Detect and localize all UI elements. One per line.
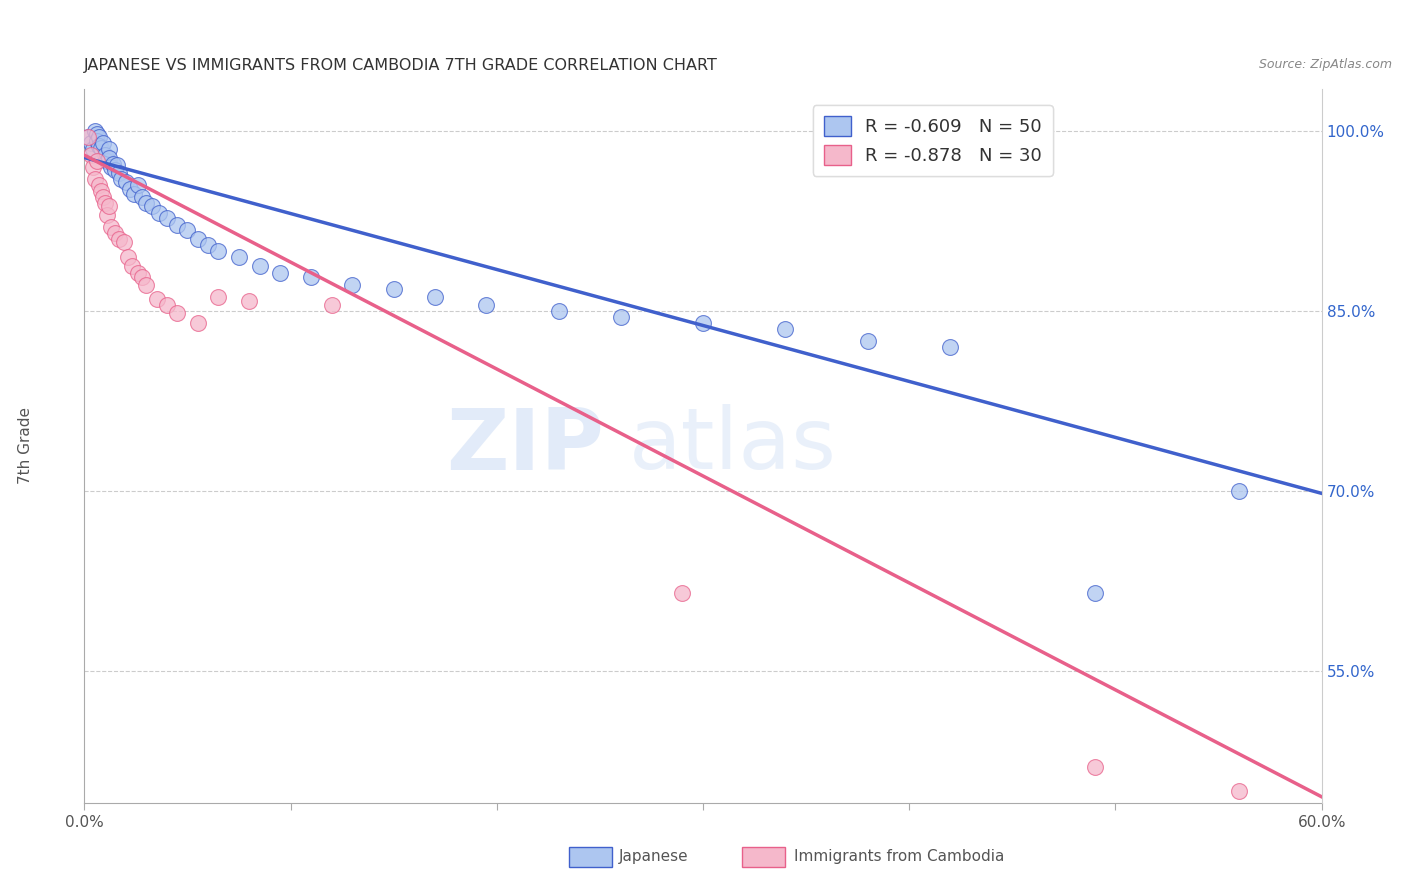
- Text: ZIP: ZIP: [446, 404, 605, 488]
- Point: [98, 151, 121, 165]
- Point: [856, 334, 879, 348]
- Point: [148, 205, 170, 219]
- Point: [110, 172, 132, 186]
- Point: [228, 250, 250, 264]
- Text: atlas: atlas: [628, 404, 837, 488]
- Point: [775, 322, 797, 336]
- Point: [83, 172, 105, 186]
- Point: [127, 266, 149, 280]
- Text: Source: ZipAtlas.com: Source: ZipAtlas.com: [1258, 58, 1392, 71]
- Point: [939, 340, 962, 354]
- Point: [100, 220, 122, 235]
- Point: [86, 134, 108, 148]
- Point: [321, 298, 343, 312]
- Point: [83, 124, 105, 138]
- Point: [77, 130, 100, 145]
- Point: [79, 136, 101, 151]
- Point: [91, 136, 114, 151]
- Point: [103, 156, 125, 170]
- Point: [382, 283, 405, 297]
- Point: [135, 277, 157, 292]
- Point: [122, 186, 145, 201]
- Point: [121, 259, 143, 273]
- Point: [207, 290, 229, 304]
- Point: [207, 244, 229, 259]
- Text: JAPANESE VS IMMIGRANTS FROM CAMBODIA 7TH GRADE CORRELATION CHART: JAPANESE VS IMMIGRANTS FROM CAMBODIA 7TH…: [84, 58, 718, 73]
- Point: [299, 270, 322, 285]
- Point: [108, 166, 131, 180]
- Point: [166, 306, 188, 320]
- Point: [176, 222, 198, 236]
- Point: [145, 292, 167, 306]
- Point: [104, 162, 127, 177]
- Point: [187, 316, 209, 330]
- Legend: R = -0.609   N = 50, R = -0.878   N = 30: R = -0.609 N = 50, R = -0.878 N = 30: [813, 105, 1053, 176]
- Point: [609, 310, 631, 324]
- Point: [692, 316, 714, 330]
- Point: [269, 266, 291, 280]
- Point: [141, 198, 163, 212]
- Point: [187, 232, 209, 246]
- Point: [1227, 784, 1250, 798]
- Point: [117, 250, 139, 264]
- Point: [94, 196, 117, 211]
- Point: [166, 218, 188, 232]
- Point: [96, 154, 118, 169]
- Point: [98, 198, 121, 212]
- Point: [1084, 586, 1107, 600]
- Point: [671, 586, 693, 600]
- Point: [82, 142, 104, 156]
- Point: [114, 175, 136, 189]
- Point: [156, 298, 179, 312]
- Point: [249, 259, 271, 273]
- Point: [127, 178, 149, 193]
- Text: 7th Grade: 7th Grade: [18, 408, 32, 484]
- Point: [342, 277, 364, 292]
- Point: [423, 290, 446, 304]
- Point: [87, 178, 110, 193]
- Point: [238, 294, 260, 309]
- Text: Immigrants from Cambodia: Immigrants from Cambodia: [794, 849, 1005, 863]
- Point: [135, 196, 157, 211]
- Point: [112, 235, 135, 249]
- Point: [91, 190, 114, 204]
- Point: [90, 184, 112, 198]
- Point: [87, 138, 110, 153]
- Point: [82, 160, 104, 174]
- Point: [131, 270, 153, 285]
- Point: [1227, 483, 1250, 498]
- Point: [131, 190, 153, 204]
- Point: [475, 298, 498, 312]
- Point: [104, 226, 127, 240]
- Point: [108, 232, 131, 246]
- Point: [98, 142, 121, 156]
- Point: [96, 208, 118, 222]
- Point: [79, 148, 101, 162]
- Point: [90, 141, 112, 155]
- Point: [1084, 760, 1107, 774]
- Point: [105, 158, 128, 172]
- Point: [547, 304, 569, 318]
- Point: [197, 238, 219, 252]
- Point: [156, 211, 179, 225]
- Point: [100, 160, 122, 174]
- Text: Japanese: Japanese: [619, 849, 689, 863]
- Point: [87, 130, 110, 145]
- Point: [94, 148, 117, 162]
- Point: [86, 154, 108, 169]
- Point: [118, 182, 141, 196]
- Point: [86, 127, 108, 141]
- Point: [77, 130, 100, 145]
